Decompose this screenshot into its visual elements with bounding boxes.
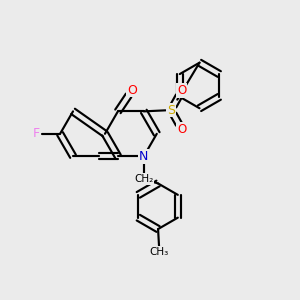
Text: O: O — [177, 123, 187, 136]
Text: S: S — [167, 103, 175, 117]
Text: O: O — [177, 84, 187, 97]
Text: F: F — [33, 127, 40, 140]
Text: O: O — [127, 84, 137, 97]
Text: N: N — [139, 150, 148, 163]
Text: CH₃: CH₃ — [150, 247, 169, 257]
Text: CH₂: CH₂ — [134, 174, 153, 184]
